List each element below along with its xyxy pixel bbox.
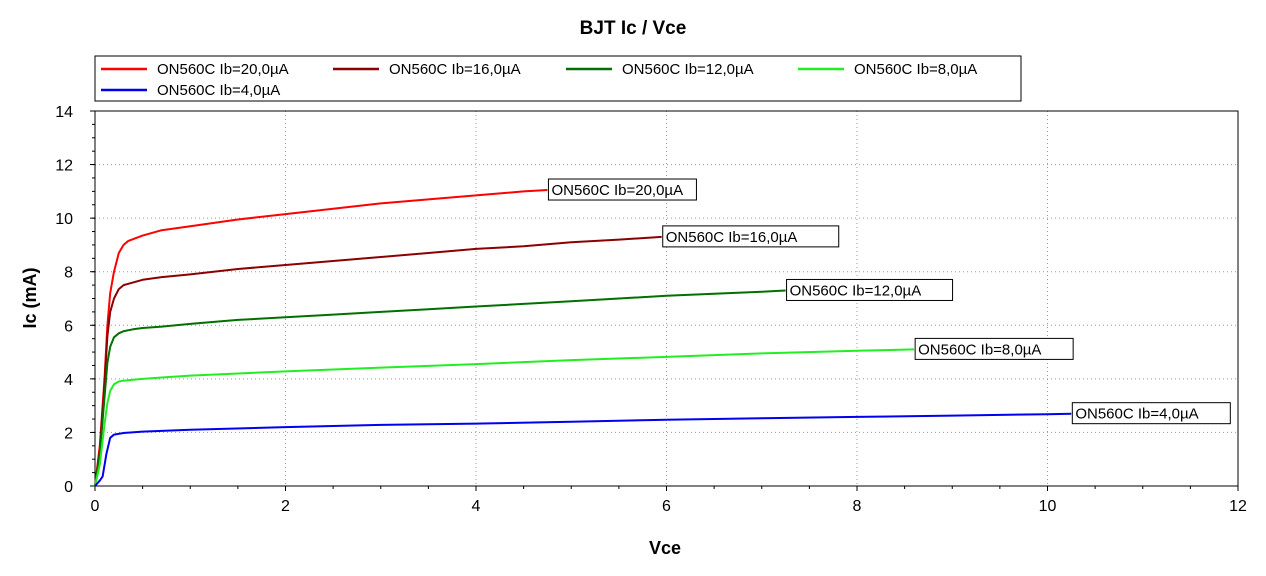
x-tick-label: 6 bbox=[662, 498, 671, 515]
series bbox=[94, 189, 1072, 487]
end-label-box bbox=[1071, 402, 1231, 425]
y-tick-label: 2 bbox=[64, 425, 73, 442]
end-label: ON560C Ib=4,0µA bbox=[1075, 406, 1198, 423]
y-tick-label: 14 bbox=[55, 104, 73, 121]
end-label-box bbox=[914, 337, 1074, 360]
x-axis-label: Vce bbox=[649, 538, 681, 558]
x-tick-label: 4 bbox=[472, 498, 481, 515]
end-label: ON560C Ib=12,0µA bbox=[790, 282, 922, 299]
y-tick-label: 12 bbox=[55, 158, 73, 175]
x-tick-label: 12 bbox=[1229, 498, 1247, 515]
y-tick-label: 6 bbox=[64, 318, 73, 335]
end-label: ON560C Ib=20,0µA bbox=[551, 182, 683, 199]
grid bbox=[95, 111, 1238, 486]
x-tick-label: 0 bbox=[91, 498, 100, 515]
series-line bbox=[94, 189, 548, 487]
series-line bbox=[94, 348, 915, 487]
legend-entry: ON560C Ib=16,0µA bbox=[389, 61, 521, 78]
x-tick-label: 2 bbox=[281, 498, 290, 515]
end-label: ON560C Ib=8,0µA bbox=[918, 341, 1041, 358]
y-tick-label: 0 bbox=[64, 479, 73, 496]
end-label-box bbox=[786, 278, 954, 301]
y-tick-label: 4 bbox=[64, 372, 73, 389]
end-label-box bbox=[662, 225, 840, 248]
series-line bbox=[94, 289, 786, 487]
y-tick-label: 10 bbox=[55, 211, 73, 228]
end-labels: ON560C Ib=20,0µA ON560C Ib=16,0µA ON560C I… bbox=[547, 178, 1231, 425]
end-label: ON560C Ib=16,0µA bbox=[666, 229, 798, 246]
legend-entry: ON560C Ib=12,0µA bbox=[622, 61, 754, 78]
y-tick-label: 8 bbox=[64, 265, 73, 282]
x-tick-label: 10 bbox=[1039, 498, 1057, 515]
x-tick-label: 8 bbox=[853, 498, 862, 515]
legend-entry: ON560C Ib=8,0µA bbox=[854, 61, 977, 78]
legend-entry: ON560C Ib=4,0µA bbox=[157, 82, 280, 99]
axes: 0 2 4 6 8 10 12 0 2 4 6 8 10 12 14 bbox=[55, 104, 1247, 515]
y-axis-label: Ic (mA) bbox=[20, 267, 40, 328]
chart-title: BJT Ic / Vce bbox=[580, 18, 687, 39]
legend-entry: ON560C Ib=20,0µA bbox=[157, 61, 289, 78]
series-line bbox=[94, 235, 662, 487]
end-label-box bbox=[547, 178, 697, 201]
legend-frame bbox=[94, 55, 1022, 102]
series-line bbox=[94, 412, 1072, 487]
legend: ON560C Ib=20,0µA ON560C Ib=16,0µA ON560C I… bbox=[94, 55, 1022, 102]
